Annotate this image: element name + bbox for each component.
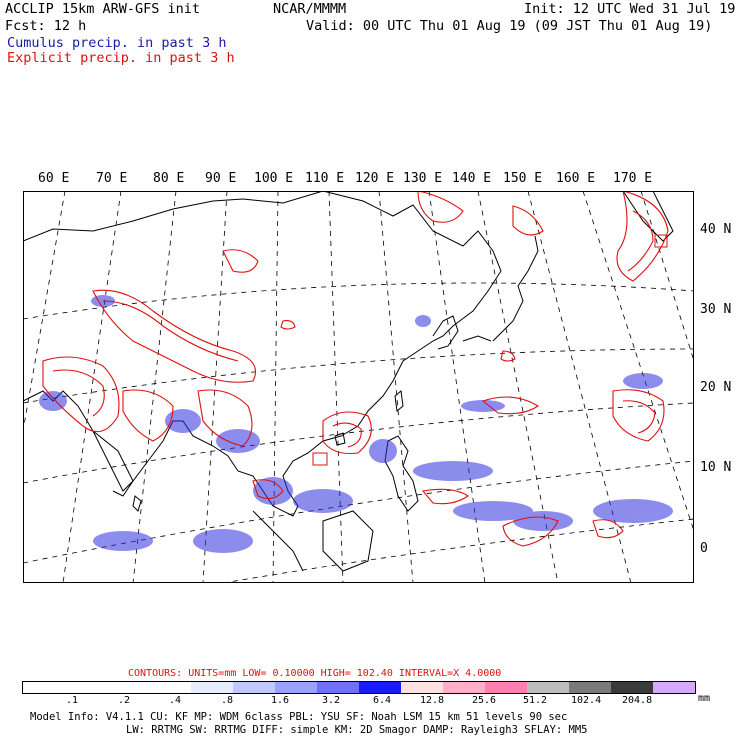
lat-label: 10 N — [700, 460, 732, 475]
map-frame — [23, 191, 694, 583]
cumulus-legend: Cumulus precip. in past 3 h — [7, 35, 227, 51]
lon-label: 160 E — [556, 171, 596, 186]
lon-label: 170 E — [613, 171, 653, 186]
colorbar-swatch — [65, 682, 107, 693]
contours-info: CONTOURS: UNITS=mm LOW= 0.10000 HIGH= 10… — [128, 668, 502, 679]
colorbar-unit: mm — [698, 693, 711, 704]
model-info-line1: Model Info: V4.1.1 CU: KF MP: WDM 6class… — [30, 711, 568, 723]
colorbar — [22, 681, 696, 694]
colorbar-label: .2 — [118, 695, 131, 706]
lon-label: 70 E — [96, 171, 128, 186]
colorbar-swatch — [569, 682, 611, 693]
colorbar-swatch — [359, 682, 401, 693]
valid-time: Valid: 00 UTC Thu 01 Aug 19 (09 JST Thu … — [306, 18, 713, 34]
colorbar-label: 25.6 — [472, 695, 497, 706]
lon-label: 140 E — [452, 171, 492, 186]
colorbar-swatch — [23, 682, 65, 693]
colorbar-swatch — [191, 682, 233, 693]
model-info-line2: LW: RRTMG SW: RRTMG DIFF: simple KM: 2D … — [126, 724, 588, 736]
colorbar-swatch — [485, 682, 527, 693]
colorbar-swatch — [275, 682, 317, 693]
explicit-precip — [42, 191, 669, 547]
lon-label: 90 E — [205, 171, 237, 186]
colorbar-swatch — [317, 682, 359, 693]
colorbar-swatch — [107, 682, 149, 693]
lat-label: 30 N — [700, 302, 732, 317]
lon-label: 60 E — [38, 171, 70, 186]
colorbar-label: .1 — [66, 695, 79, 706]
center-label: NCAR/MMMM — [273, 1, 347, 17]
colorbar-label: 12.8 — [420, 695, 445, 706]
colorbar-swatch — [233, 682, 275, 693]
colorbar-label: 102.4 — [571, 695, 602, 706]
model-title: ACCLIP 15km ARW-GFS init — [5, 1, 201, 17]
coastlines — [23, 191, 674, 572]
colorbar-label: 51.2 — [523, 695, 548, 706]
colorbar-swatch — [443, 682, 485, 693]
cumulus-precip — [39, 295, 673, 553]
colorbar-swatch — [149, 682, 191, 693]
precip-map — [23, 191, 694, 583]
colorbar-swatch — [653, 682, 695, 693]
lat-label: 0 — [700, 541, 708, 556]
colorbar-label: 6.4 — [373, 695, 392, 706]
lon-label: 100 E — [254, 171, 294, 186]
colorbar-label: .8 — [221, 695, 234, 706]
storm-markers — [312, 234, 668, 466]
colorbar-label: 1.6 — [271, 695, 290, 706]
colorbar-swatch — [611, 682, 653, 693]
lon-label: 120 E — [355, 171, 395, 186]
lat-label: 40 N — [700, 222, 732, 237]
lat-label: 20 N — [700, 380, 732, 395]
init-time: Init: 12 UTC Wed 31 Jul 19 — [524, 1, 736, 17]
lon-label: 130 E — [403, 171, 443, 186]
colorbar-swatch — [527, 682, 569, 693]
colorbar-label: 3.2 — [322, 695, 341, 706]
explicit-legend: Explicit precip. in past 3 h — [7, 50, 235, 66]
lon-label: 110 E — [305, 171, 345, 186]
colorbar-label: 204.8 — [622, 695, 653, 706]
forecast-hour: Fcst: 12 h — [5, 18, 87, 34]
lon-label: 80 E — [153, 171, 185, 186]
lon-label: 150 E — [503, 171, 543, 186]
colorbar-swatch — [401, 682, 443, 693]
colorbar-label: .4 — [169, 695, 182, 706]
